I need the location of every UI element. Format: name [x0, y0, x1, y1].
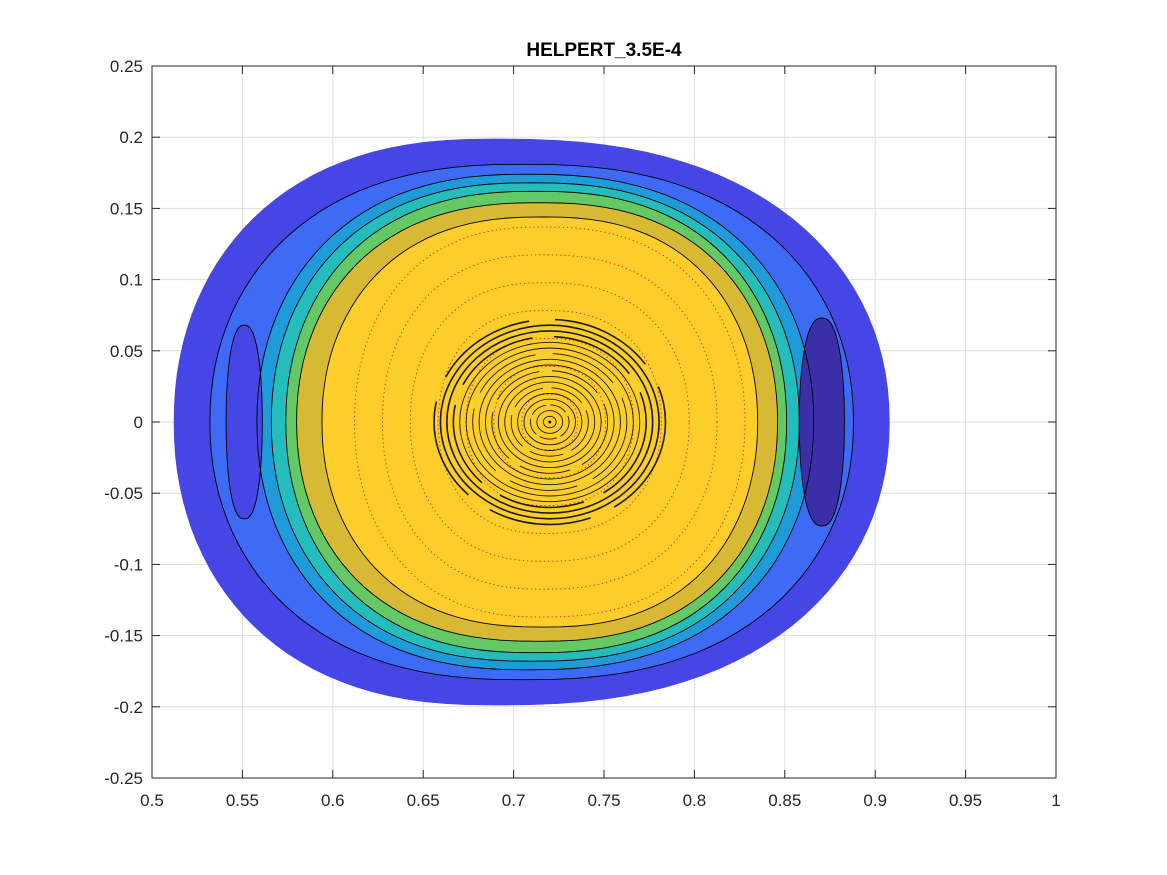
x-tick-label: 0.9 [863, 791, 887, 810]
x-tick-label: 0.85 [768, 791, 801, 810]
contour-line [256, 173, 815, 671]
magnetic-island-right [798, 317, 845, 527]
axis-ticks: 0.5 0.55 0.6 0.65 0.7 0.75 0.8 0.85 0.9 0.95 1 -0.2… [104, 57, 1060, 810]
trajectory-ring [530, 404, 570, 440]
contour-lines [209, 163, 854, 681]
trajectory-ring [536, 410, 564, 434]
magnetic-axis-marker [548, 420, 552, 424]
trajectory-ring [446, 330, 654, 514]
y-tick-label: 0.2 [119, 128, 143, 147]
y-tick-label: 0 [134, 413, 143, 432]
contour-fill-level-7 [322, 216, 758, 628]
trajectory-ring [517, 393, 583, 451]
magnetic-island-left [225, 324, 263, 520]
trajectory-ring [439, 324, 660, 520]
contour-line [321, 216, 759, 628]
y-tick-label: -0.05 [104, 484, 143, 503]
x-tick-label: 0.8 [683, 791, 707, 810]
y-tick-label: 0.25 [110, 57, 143, 76]
contour-line [270, 182, 800, 662]
trajectory-ring [523, 398, 576, 446]
dotted-flux-surface [354, 226, 746, 618]
y-tick-label: -0.1 [114, 555, 143, 574]
trajectory-ring [452, 335, 647, 509]
dotted-flux-surface [381, 254, 718, 590]
y-tick-label: 0.15 [110, 199, 143, 218]
x-tick-label: 0.5 [140, 791, 164, 810]
x-tick-label: 0.7 [502, 791, 526, 810]
y-tick-label: -0.15 [104, 627, 143, 646]
trajectory-ring [504, 381, 596, 463]
x-tick-label: 0.55 [226, 791, 259, 810]
dotted-flux-surface [409, 282, 690, 562]
trajectory-ring [542, 415, 557, 429]
y-tick-label: 0.05 [110, 342, 143, 361]
x-tick-label: 0.95 [949, 791, 982, 810]
trajectory-ring [472, 353, 628, 491]
contour-line [285, 190, 788, 654]
x-tick-label: 1 [1051, 791, 1060, 810]
contour-line [296, 202, 779, 642]
trajectory-ring [497, 375, 602, 469]
y-tick-label: -0.2 [114, 698, 143, 717]
y-tick-label: -0.25 [104, 769, 143, 788]
x-tick-label: 0.75 [587, 791, 620, 810]
contour-line [209, 163, 854, 681]
trajectory-ring [465, 347, 634, 497]
y-tick-label: 0.1 [119, 271, 143, 290]
trajectory-ring [433, 318, 667, 526]
trajectory-ring [459, 341, 641, 503]
x-tick-label: 0.65 [407, 791, 440, 810]
trajectory-ring [485, 364, 615, 480]
trajectory-ring [510, 387, 589, 457]
contour-fills [173, 138, 890, 706]
chart-title: HELPERT_3.5E-4 [526, 40, 682, 61]
trajectory-ring [491, 370, 609, 474]
trajectory-ring [478, 358, 621, 486]
x-tick-label: 0.6 [321, 791, 345, 810]
